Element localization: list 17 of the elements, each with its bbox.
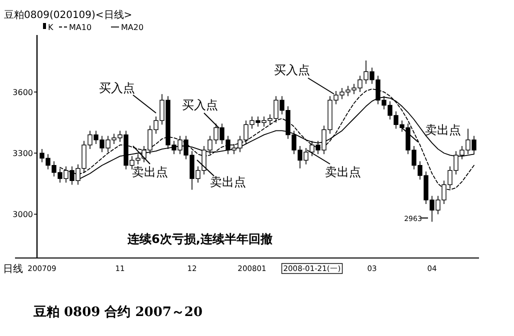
y-tick-label: 3000 bbox=[12, 210, 33, 220]
annotation: 卖出点 bbox=[210, 175, 246, 189]
y-tick-label: 3600 bbox=[12, 88, 33, 98]
legend-label: MA20 bbox=[121, 23, 144, 32]
chart-title: 豆粕0809(020109)<日线> bbox=[4, 9, 132, 21]
annotation: 卖出点 bbox=[425, 123, 461, 137]
x-axis-title: 日线 bbox=[3, 263, 23, 275]
text: K bbox=[48, 23, 54, 32]
annotation: 卖出点 bbox=[132, 165, 168, 179]
annotation: 卖出点 bbox=[325, 165, 361, 179]
annotation: 买入点 bbox=[99, 81, 135, 95]
annotation: 连续6次亏损,连续半年回撤 bbox=[126, 232, 272, 246]
legend-label: MA10 bbox=[69, 23, 92, 32]
annotation: 买入点 bbox=[274, 63, 310, 77]
text: 豆粕 0809 合约 2007～20 bbox=[32, 304, 203, 320]
y-tick-label: 3300 bbox=[12, 149, 33, 158]
annotation: 买入点 bbox=[182, 98, 218, 112]
